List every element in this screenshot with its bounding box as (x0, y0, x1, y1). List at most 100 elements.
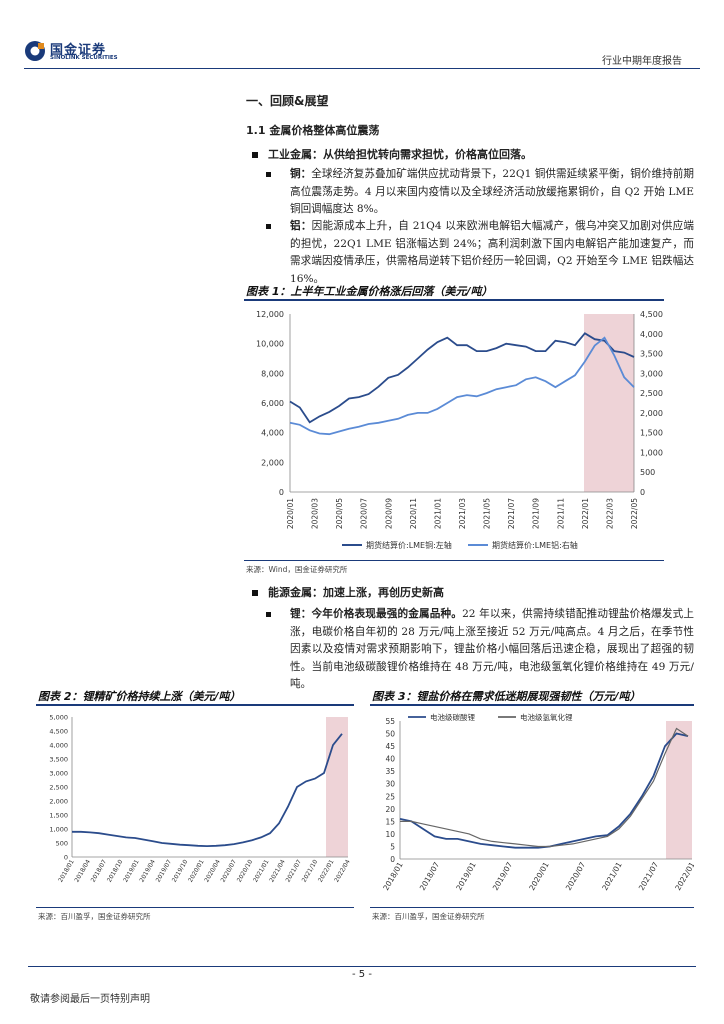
y-right-tick-label: 500 (640, 468, 655, 477)
logo-mark-icon (25, 41, 45, 61)
x-tick-label: 2022/04 (333, 858, 352, 883)
y-right-tick-label: 3,000 (640, 369, 663, 378)
y-tick-label: 25 (385, 792, 395, 801)
y-tick-label: 0 (64, 854, 68, 862)
y-tick-label: 20 (385, 805, 395, 814)
legend-label: 期货结算价:LME铝:右轴 (492, 540, 578, 550)
y-tick-label: 15 (385, 817, 395, 826)
x-tick-label: 2022/03 (605, 498, 614, 529)
x-tick-label: 2021/09 (532, 498, 541, 529)
figure3-title-rule (370, 704, 694, 706)
copper-paragraph: 铜：全球经济复苏叠加矿端供应扰动背景下，22Q1 铜供需延续紧平衡，铜价维持前期… (266, 166, 694, 222)
y-tick-label: 40 (385, 755, 395, 764)
x-tick-label: 2018/01 (381, 860, 404, 892)
figure1-bottom-rule (244, 560, 664, 561)
bullet-square-icon (266, 612, 271, 617)
x-tick-label: 2020/11 (409, 498, 418, 529)
y-tick-label: 2,000 (49, 798, 68, 806)
y-right-tick-label: 3,500 (640, 350, 663, 359)
logo-text-en: SINOLINK SECURITIES (50, 55, 118, 61)
lithium-text: 22 年以来，供需持续错配推动锂盐价格爆发式上涨，电碳价格自年初的 28 万元/… (290, 608, 694, 691)
y-tick-label: 30 (385, 780, 395, 789)
x-tick-label: 2020/09 (384, 498, 393, 529)
y-tick-label: 3,000 (49, 770, 68, 778)
y-right-tick-label: 4,000 (640, 330, 663, 339)
figure1-title-rule (244, 299, 664, 301)
lithium-hydroxide-line (400, 727, 689, 848)
legend-label: 期货结算价:LME铜:左轴 (366, 540, 452, 550)
x-tick-label: 2021/07 (507, 498, 516, 529)
y-left-tick-label: 0 (279, 488, 284, 497)
bullet-square-icon (252, 590, 258, 596)
x-tick-label: 2022/05 (630, 498, 639, 529)
bullet-square-icon (266, 224, 271, 229)
x-tick-label: 2020/03 (311, 498, 320, 529)
y-tick-label: 45 (385, 742, 395, 751)
disclaimer: 敬请参阅最后一页特别声明 (30, 994, 150, 1005)
y-tick-label: 1,000 (49, 826, 68, 834)
x-tick-label: 2021/11 (556, 498, 565, 529)
y-tick-label: 50 (385, 730, 395, 739)
y-tick-label: 10 (385, 830, 395, 839)
copper-lead: 铜： (290, 168, 312, 180)
lme-copper-line (289, 332, 635, 424)
y-tick-label: 55 (385, 717, 395, 726)
y-left-tick-label: 4,000 (261, 429, 284, 438)
section-heading: 一、回顾&展望 (246, 94, 329, 108)
x-tick-label: 2021/03 (458, 498, 467, 529)
x-tick-label: 2021/07 (637, 860, 660, 892)
x-tick-label: 2019/01 (454, 860, 477, 892)
x-tick-label: 2018/07 (418, 860, 441, 892)
x-tick-label: 2022/01 (673, 860, 694, 892)
y-tick-label: 500 (56, 840, 68, 848)
highlight-region (666, 721, 692, 859)
figure3-source: 来源：百川盈孚，国金证券研究所 (372, 912, 485, 921)
lme-aluminum-line (289, 336, 635, 436)
y-tick-label: 3,500 (49, 756, 68, 764)
figure2-title: 图表 2：锂精矿价格持续上涨（美元/吨） (38, 690, 241, 703)
figure2-chart: 0 500 1,000 1,500 2,000 2,500 3,000 3,500 4,000 4… (49, 714, 352, 884)
x-tick-label: 2020/07 (564, 860, 587, 892)
bullet-square-icon (266, 172, 271, 177)
x-tick-label: 2020/05 (335, 498, 344, 529)
figure3-title: 图表 3：锂盐价格在需求低迷期展现强韧性（万元/吨） (372, 690, 641, 703)
figure2-source: 来源：百川盈孚，国金证券研究所 (38, 912, 151, 921)
x-tick-label: 2019/07 (491, 860, 514, 892)
energy-metals-bullet: 能源金属：加速上涨，再创历史新高 (252, 584, 444, 600)
aluminum-text: 因能源成本上升，自 21Q4 以来欧洲电解铝大幅减产，俄乌冲突又加剧对供应端的担… (290, 220, 694, 285)
subsection-heading: 1.1 金属价格整体高位震荡 (246, 124, 380, 137)
figure3-bottom-rule (370, 907, 694, 908)
header-divider (24, 68, 700, 69)
x-tick-label: 2020/07 (360, 498, 369, 529)
highlight-region (584, 314, 634, 492)
lithium-paragraph: 锂：今年价格表现最强的金属品种。22 年以来，供需持续错配推动锂盐价格爆发式上涨… (266, 606, 694, 690)
y-tick-label: 0 (390, 855, 395, 864)
y-left-tick-label: 8,000 (261, 369, 284, 378)
spodumene-price-line (72, 733, 343, 848)
legend-label: 电池级碳酸锂 (430, 712, 475, 722)
report-type: 行业中期年度报告 (602, 56, 682, 67)
company-logo: 国金证券 SINOLINK SECURITIES (24, 38, 134, 68)
figure1-source: 来源：Wind，国金证券研究所 (246, 565, 348, 574)
x-tick-label: 2020/01 (527, 860, 550, 892)
y-right-tick-label: 1,500 (640, 429, 663, 438)
y-right-tick-label: 0 (640, 488, 645, 497)
page-header: 国金证券 SINOLINK SECURITIES 行业中期年度报告 (0, 0, 724, 72)
y-left-tick-label: 6,000 (261, 399, 284, 408)
x-tick-label: 2020/01 (286, 498, 295, 529)
lithium-carbonate-line (399, 732, 689, 849)
y-tick-label: 5 (390, 842, 395, 851)
y-tick-label: 5,000 (49, 714, 68, 722)
figure3-chart: 0 5 10 15 20 25 30 35 40 45 50 55 2018/01 2018/07 2019… (381, 712, 694, 892)
y-left-tick-label: 2,000 (261, 458, 284, 467)
y-right-tick-label: 1,000 (640, 448, 663, 457)
x-tick-label: 2021/01 (433, 498, 442, 529)
legend-label: 电池级氢氧化锂 (520, 712, 573, 722)
y-tick-label: 4,500 (49, 728, 68, 736)
figure1-chart: 0 2,000 4,000 6,000 8,000 10,000 12,000 0 500 1,0… (256, 310, 663, 550)
figure2-bottom-rule (36, 907, 354, 908)
y-tick-label: 2,500 (49, 784, 68, 792)
copper-text: 全球经济复苏叠加矿端供应扰动背景下，22Q1 铜供需延续紧平衡，铜价维持前期高位… (290, 168, 694, 216)
industrial-metals-bullet: 工业金属：从供给担忧转向需求担忧，价格高位回落。 (252, 146, 532, 162)
aluminum-paragraph: 铝：因能源成本上升，自 21Q4 以来欧洲电解铝大幅减产，俄乌冲突又加剧对供应端… (266, 218, 694, 285)
